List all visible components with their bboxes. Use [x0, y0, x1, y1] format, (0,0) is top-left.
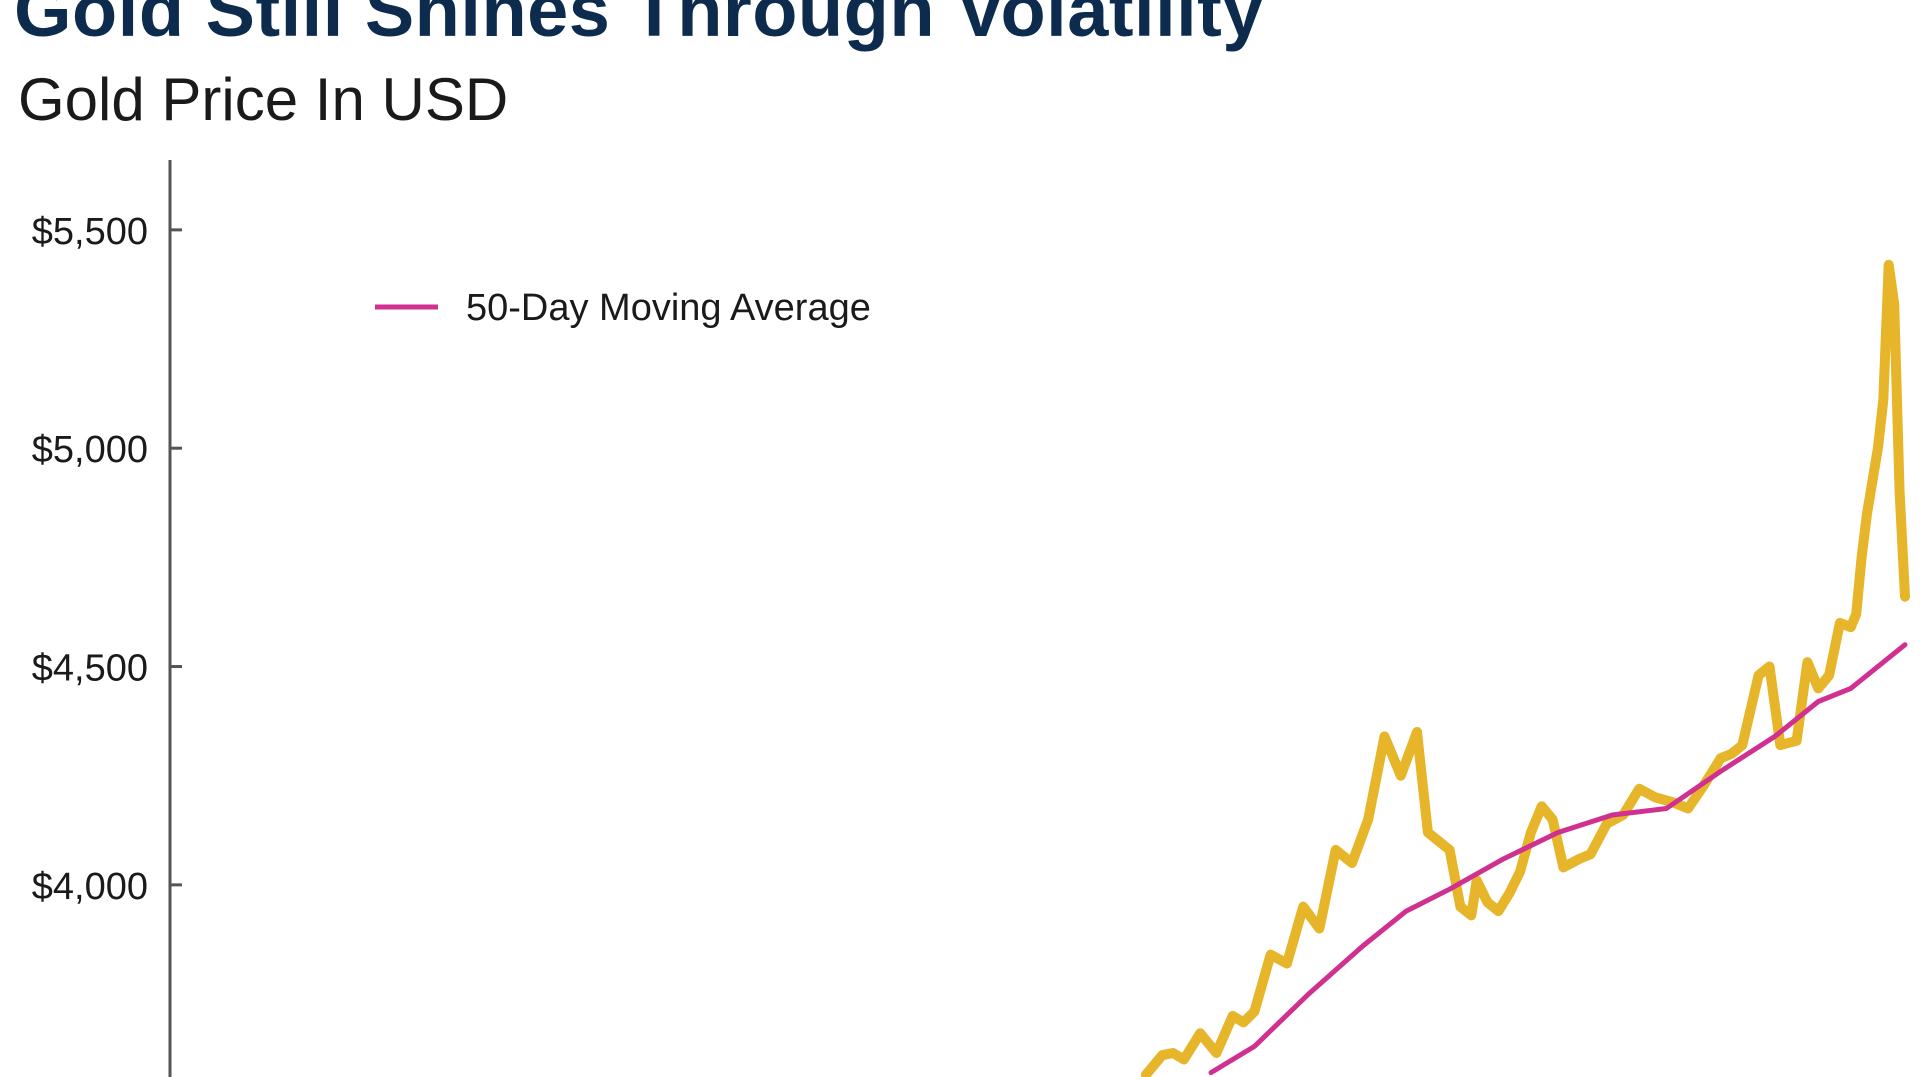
- y-tick-label: $4,500: [32, 648, 148, 690]
- y-tick-label: $5,000: [32, 429, 148, 471]
- chart-title: Gold Still Shines Through Volatility: [14, 0, 1264, 52]
- chart-subtitle: Gold Price In USD: [18, 66, 509, 133]
- y-axis: $5,500 $5,000 $4,500 $4,000: [32, 160, 182, 1077]
- chart-series: [1140, 259, 1910, 1077]
- y-tick-label: $4,000: [32, 866, 148, 908]
- y-tick-label: $5,500: [32, 211, 148, 253]
- series-line-ma50: [1208, 642, 1908, 1076]
- legend-label: 50-Day Moving Average: [466, 287, 871, 329]
- series-line-price: [1140, 259, 1910, 1077]
- legend: 50-Day Moving Average: [375, 287, 871, 329]
